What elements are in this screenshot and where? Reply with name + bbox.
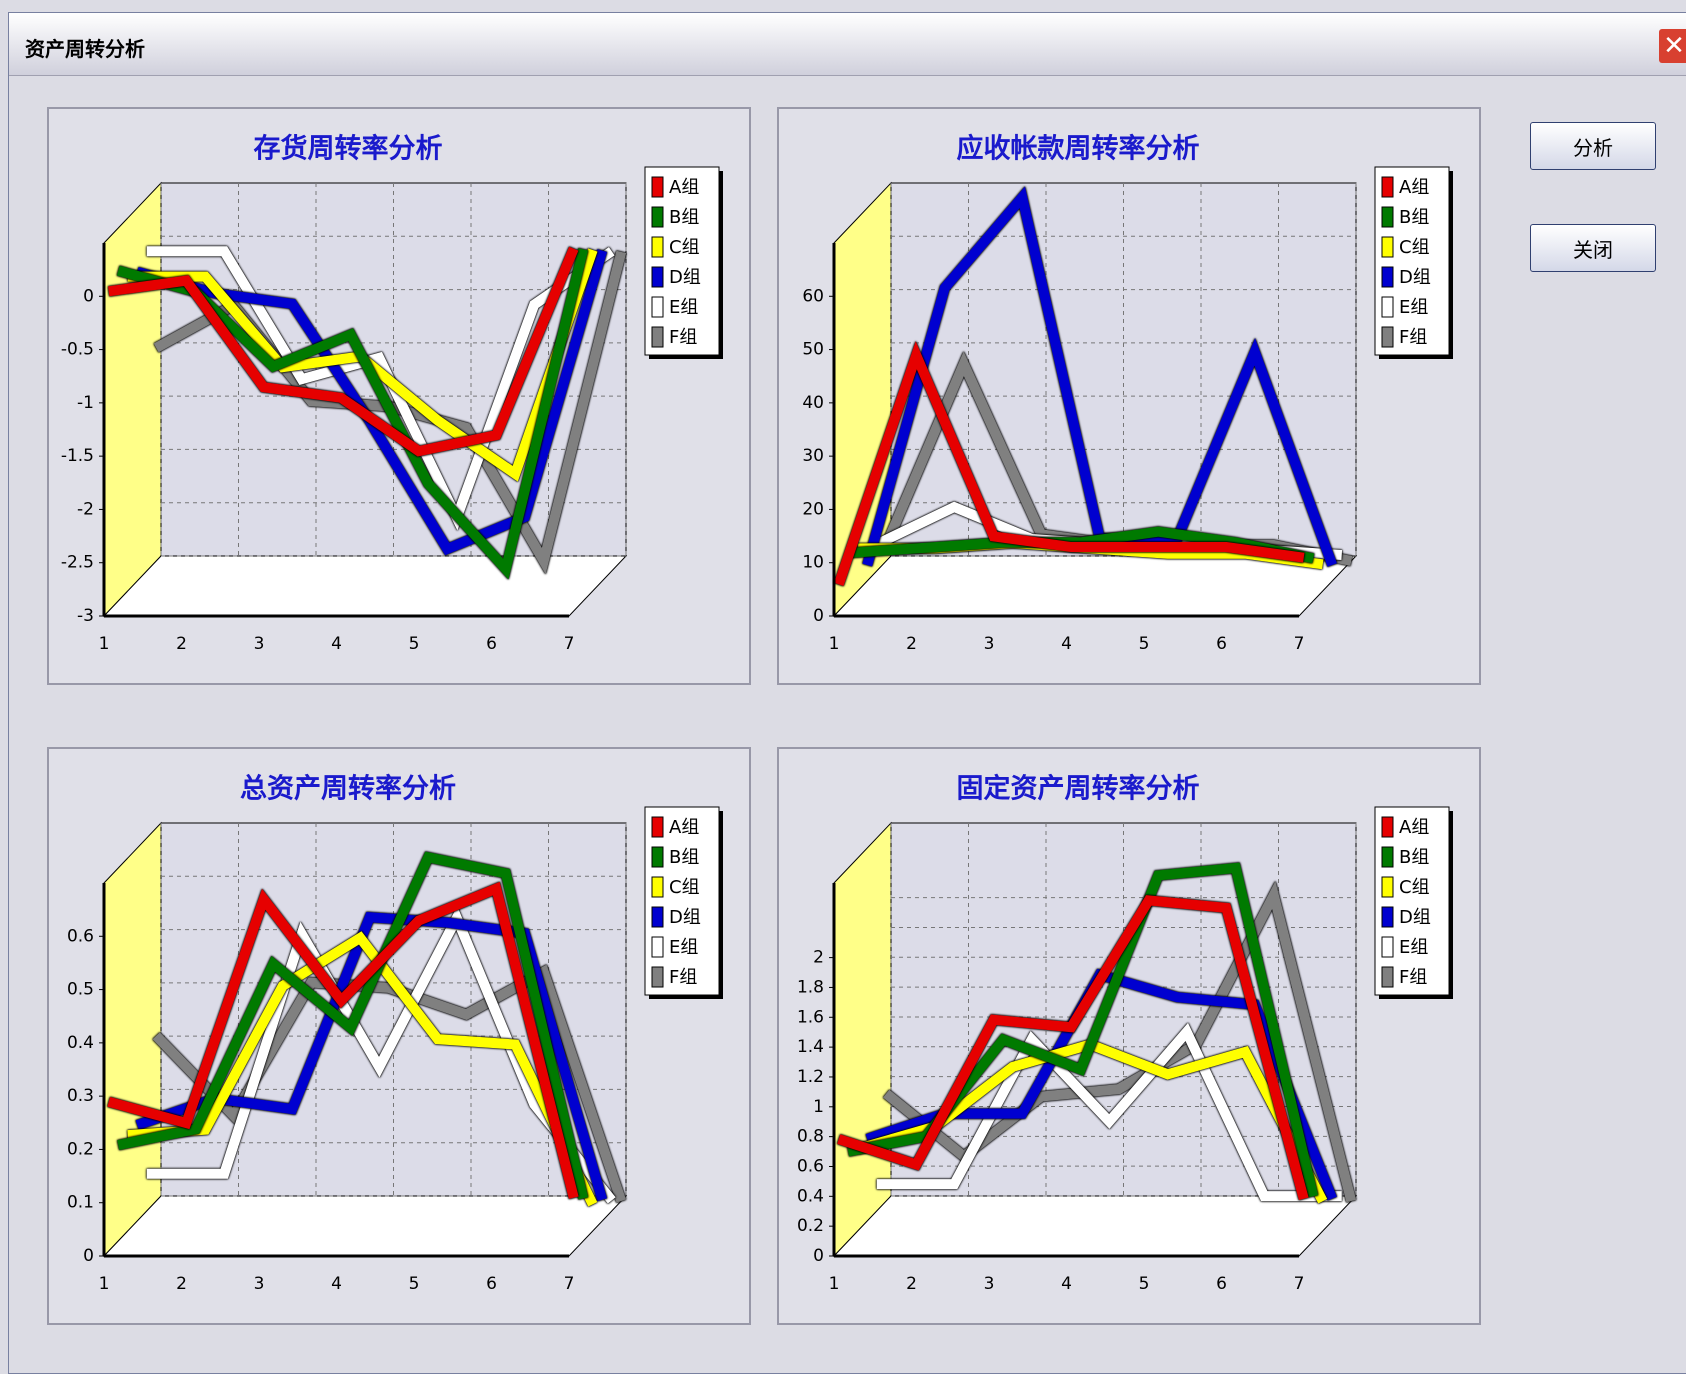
window-title: 资产周转分析	[25, 37, 145, 61]
window: 资产周转分析 ✕	[8, 12, 1686, 1374]
close-dialog-button[interactable]: 关闭	[1530, 224, 1656, 272]
close-button[interactable]: ✕	[1659, 29, 1686, 63]
analyze-button[interactable]: 分析	[1530, 122, 1656, 170]
title-bar: 资产周转分析 ✕	[9, 13, 1686, 76]
